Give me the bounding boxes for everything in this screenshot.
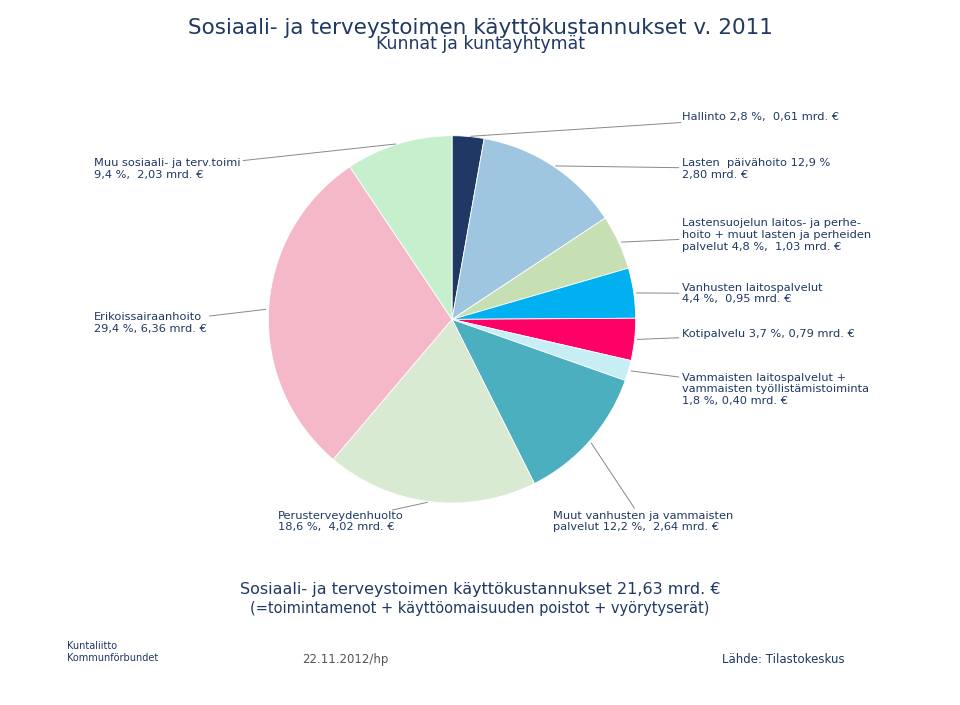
Wedge shape — [269, 167, 452, 460]
Wedge shape — [452, 319, 631, 381]
Wedge shape — [333, 319, 535, 503]
Wedge shape — [452, 319, 625, 484]
Wedge shape — [452, 318, 636, 360]
Text: Muut vanhusten ja vammaisten
palvelut 12,2 %,  2,64 mrd. €: Muut vanhusten ja vammaisten palvelut 12… — [553, 443, 733, 532]
Wedge shape — [452, 139, 605, 319]
Text: Vanhusten laitospalvelut
4,4 %,  0,95 mrd. €: Vanhusten laitospalvelut 4,4 %, 0,95 mrd… — [636, 283, 822, 305]
Text: Lasten  päivähoito 12,9 %
2,80 mrd. €: Lasten päivähoito 12,9 % 2,80 mrd. € — [556, 158, 829, 180]
Text: Perusterveydenhuolto
18,6 %,  4,02 mrd. €: Perusterveydenhuolto 18,6 %, 4,02 mrd. € — [277, 503, 427, 532]
Text: Sosiaali- ja terveystoimen käyttökustannukset 21,63 mrd. €: Sosiaali- ja terveystoimen käyttökustann… — [240, 582, 720, 596]
Wedge shape — [452, 136, 484, 319]
Text: Lastensuojelun laitos- ja perhe-
hoito + muut lasten ja perheiden
palvelut 4,8 %: Lastensuojelun laitos- ja perhe- hoito +… — [621, 219, 871, 252]
Text: Kunnat ja kuntayhtymät: Kunnat ja kuntayhtymät — [375, 35, 585, 54]
Text: 22.11.2012/hp: 22.11.2012/hp — [302, 654, 389, 666]
Text: Erikoissairaanhoito
29,4 %, 6,36 mrd. €: Erikoissairaanhoito 29,4 %, 6,36 mrd. € — [94, 309, 266, 334]
Text: Kuntaliitto
Kommunförbundet: Kuntaliitto Kommunförbundet — [67, 641, 158, 663]
Text: Vammaisten laitospalvelut +
vammaisten työllistämistoiminta
1,8 %, 0,40 mrd. €: Vammaisten laitospalvelut + vammaisten t… — [631, 371, 869, 406]
Wedge shape — [452, 218, 629, 319]
Text: Hallinto 2,8 %,  0,61 mrd. €: Hallinto 2,8 %, 0,61 mrd. € — [471, 112, 839, 136]
Text: Muu sosiaali- ja terv.toimi
9,4 %,  2,03 mrd. €: Muu sosiaali- ja terv.toimi 9,4 %, 2,03 … — [94, 144, 396, 180]
Wedge shape — [452, 268, 636, 319]
Text: (=toimintamenot + käyttöomaisuuden poistot + vyörytyserät): (=toimintamenot + käyttöomaisuuden poist… — [251, 601, 709, 615]
Text: Lähde: Tilastokeskus: Lähde: Tilastokeskus — [722, 654, 845, 666]
Text: Kotipalvelu 3,7 %, 0,79 mrd. €: Kotipalvelu 3,7 %, 0,79 mrd. € — [637, 329, 854, 339]
Wedge shape — [349, 136, 452, 319]
Text: Sosiaali- ja terveystoimen käyttökustannukset v. 2011: Sosiaali- ja terveystoimen käyttökustann… — [187, 18, 773, 37]
